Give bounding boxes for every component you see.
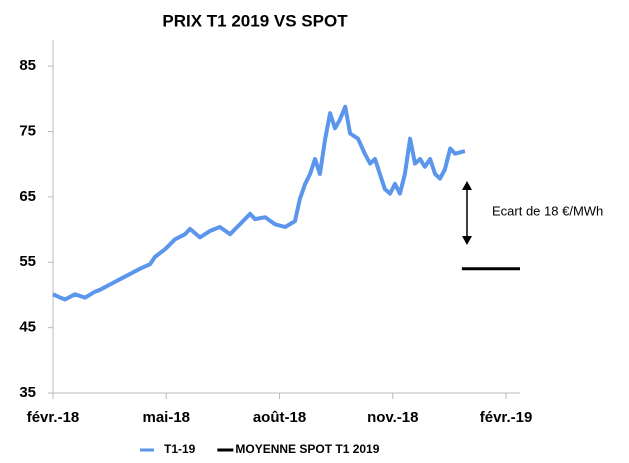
x-tick-label: août-18 <box>253 409 306 426</box>
x-tick-label: févr.-19 <box>480 409 533 426</box>
arrow-head <box>462 236 472 245</box>
y-tick-label: 55 <box>19 253 36 270</box>
y-tick-label: 65 <box>19 188 36 205</box>
annotation: Ecart de 18 €/MWh <box>492 203 603 218</box>
legend-label: MOYENNE SPOT T1 2019 <box>235 442 379 456</box>
x-tick-label: mai-18 <box>142 409 190 426</box>
legend-label: T1-19 <box>164 442 196 456</box>
gap-arrow <box>462 181 472 245</box>
y-tick-label: 85 <box>19 57 36 74</box>
y-tick-label: 45 <box>19 319 36 336</box>
arrow-head <box>462 181 472 190</box>
series-line <box>52 104 466 302</box>
y-tick-label: 35 <box>19 384 36 401</box>
chart-title: PRIX T1 2019 VS SPOT <box>162 11 348 30</box>
x-tick-label: nov.-18 <box>367 409 418 426</box>
y-tick-label: 75 <box>19 122 36 139</box>
x-tick-label: févr.-18 <box>27 409 80 426</box>
